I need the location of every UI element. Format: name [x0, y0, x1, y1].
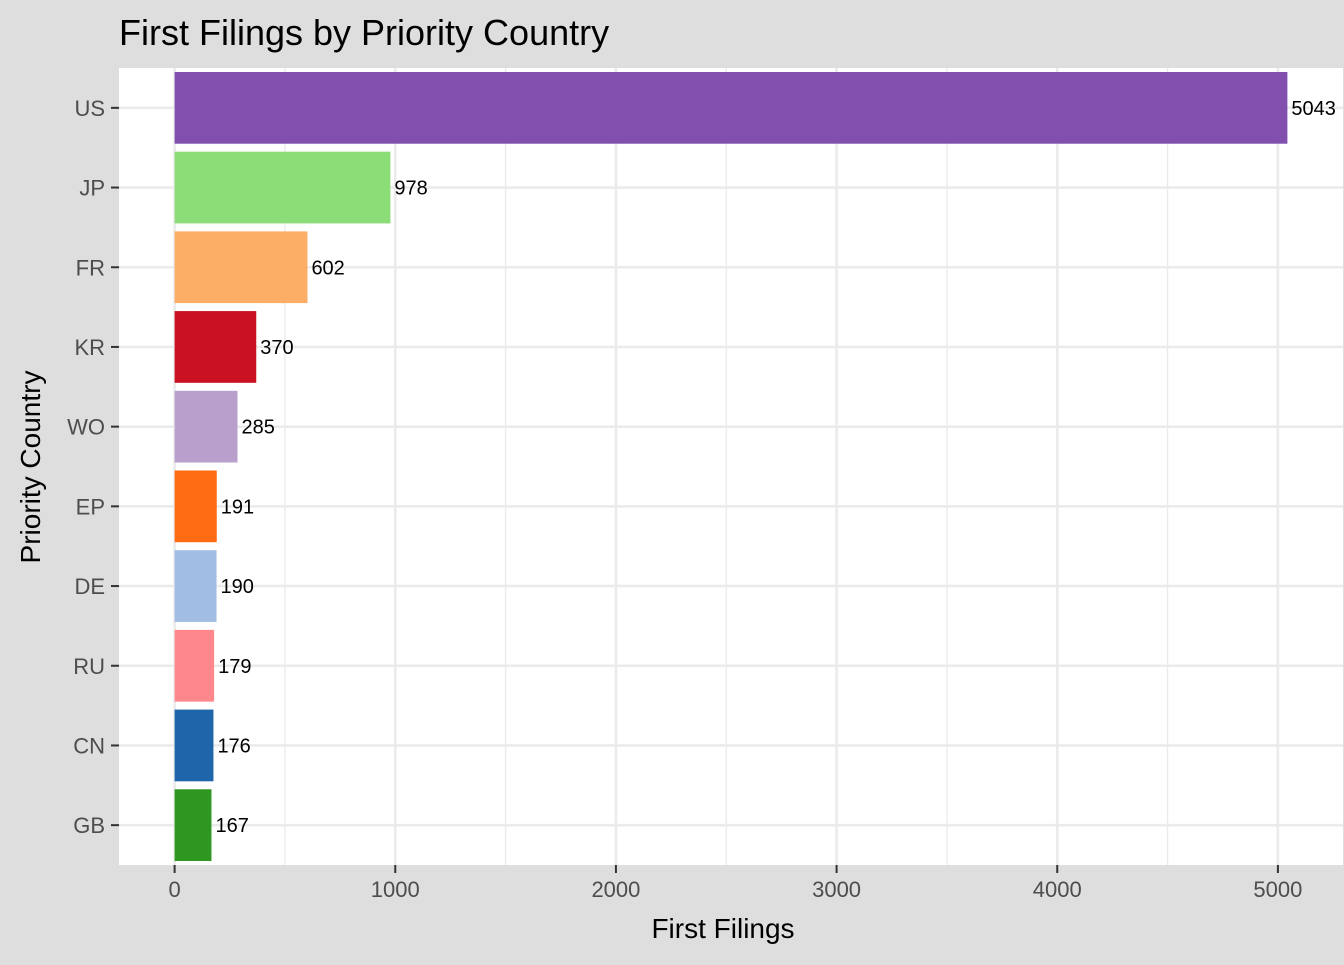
y-tick-label-us: US [74, 96, 105, 121]
data-label-de: 190 [221, 576, 254, 598]
data-label-jp: 978 [394, 178, 427, 200]
data-label-cn: 176 [217, 735, 250, 757]
y-axis-title: Priority Country [15, 371, 46, 564]
y-tick-label-ep: EP [76, 494, 105, 519]
bar-wo [175, 391, 238, 463]
y-tick-label-gb: GB [73, 813, 105, 838]
bar-ru [175, 630, 214, 702]
bar-us [175, 72, 1288, 144]
y-tick-label-kr: KR [74, 335, 105, 360]
x-tick-label-3000: 3000 [812, 877, 861, 902]
bar-fr [175, 231, 308, 303]
y-tick-label-ru: RU [73, 654, 105, 679]
x-tick-label-0: 0 [168, 877, 180, 902]
bar-de [175, 550, 217, 622]
x-tick-label-2000: 2000 [591, 877, 640, 902]
x-tick-label-4000: 4000 [1033, 877, 1082, 902]
data-label-wo: 285 [241, 417, 274, 439]
data-label-fr: 602 [311, 257, 344, 279]
x-tick-label-1000: 1000 [371, 877, 420, 902]
chart-title: First Filings by Priority Country [119, 12, 609, 53]
y-tick-label-jp: JP [79, 176, 105, 201]
data-label-us: 5043 [1291, 98, 1336, 120]
y-tick-label-fr: FR [76, 255, 105, 280]
y-axis: US JP FR KR WO EP DE RU CN GB [67, 96, 119, 838]
data-label-gb: 167 [215, 815, 248, 837]
bar-kr [175, 311, 257, 383]
x-axis: 0 1000 2000 3000 4000 5000 [168, 865, 1302, 902]
y-tick-label-wo: WO [67, 415, 105, 440]
x-tick-label-5000: 5000 [1253, 877, 1302, 902]
y-tick-label-de: DE [74, 574, 105, 599]
bar-ep [175, 470, 217, 542]
x-axis-title: First Filings [651, 913, 794, 944]
data-label-ep: 191 [221, 496, 254, 518]
data-label-kr: 370 [260, 337, 293, 359]
y-tick-label-cn: CN [73, 733, 105, 758]
data-label-ru: 179 [218, 656, 251, 678]
bar-gb [175, 789, 212, 861]
bar-jp [175, 152, 391, 224]
bar-cn [175, 710, 214, 782]
